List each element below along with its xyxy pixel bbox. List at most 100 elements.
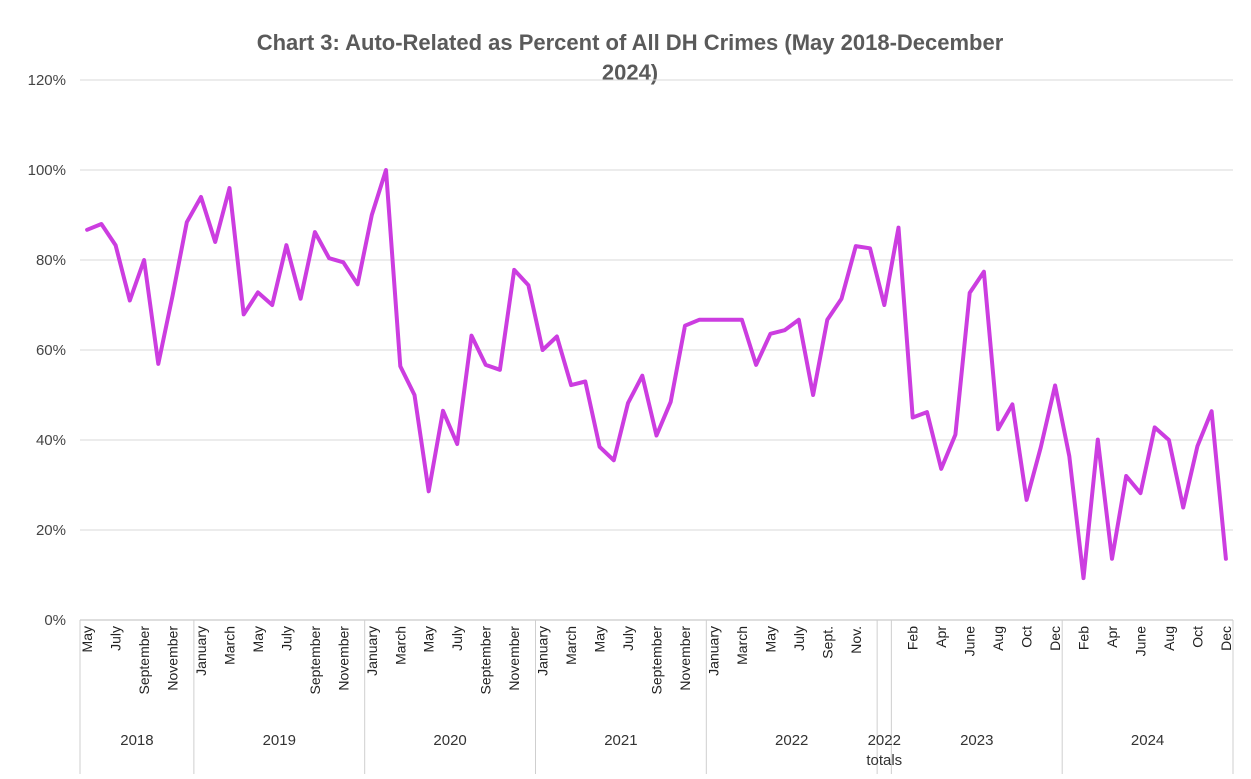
data-point — [114, 243, 118, 247]
data-point — [284, 243, 288, 247]
data-point — [128, 299, 132, 303]
data-point — [669, 400, 673, 404]
x-axis: May July September November January March May J… — [79, 620, 1234, 774]
data-point — [968, 291, 972, 295]
data-point — [783, 328, 787, 332]
x-tick-label: May — [592, 626, 608, 652]
data-point — [213, 240, 217, 244]
data-point — [1039, 445, 1043, 449]
data-point — [85, 228, 89, 232]
data-point — [256, 290, 260, 294]
data-point — [171, 294, 175, 298]
x-tick-label: Aug — [990, 626, 1006, 651]
y-tick-label: 120% — [28, 72, 66, 89]
data-point — [1010, 402, 1014, 406]
data-point — [1025, 498, 1029, 502]
data-point — [1195, 444, 1199, 448]
data-point — [868, 246, 872, 250]
data-point — [825, 318, 829, 322]
series-line — [85, 168, 1228, 581]
x-tick-label: September — [307, 626, 323, 695]
data-point — [270, 303, 274, 307]
data-point — [99, 222, 103, 226]
x-tick-label: May — [762, 626, 778, 652]
x-tick-label: September — [649, 626, 665, 695]
data-point — [299, 297, 303, 301]
year-sublabel: totals — [866, 752, 902, 769]
data-point — [655, 434, 659, 438]
x-tick-label: Sept. — [819, 626, 835, 659]
data-point — [882, 303, 886, 307]
y-tick-label: 40% — [36, 432, 66, 449]
x-tick-label: July — [449, 626, 465, 651]
data-point — [469, 334, 473, 338]
year-label: 2022 — [775, 732, 808, 749]
data-point — [512, 268, 516, 272]
data-point — [569, 383, 573, 387]
x-tick-label: January — [535, 626, 551, 676]
y-tick-label: 100% — [28, 162, 66, 179]
data-point — [1210, 409, 1214, 413]
data-point — [1124, 474, 1128, 478]
gridlines — [80, 79, 1233, 621]
data-point — [1110, 557, 1114, 561]
data-point — [726, 318, 730, 322]
data-point — [1053, 384, 1057, 388]
x-tick-label: June — [1132, 626, 1148, 657]
data-point — [797, 318, 801, 322]
x-tick-label: Oct — [1019, 626, 1035, 648]
data-point — [583, 380, 587, 384]
chart-title-line-2: 2024) — [602, 60, 658, 85]
data-point — [768, 332, 772, 336]
data-point — [982, 270, 986, 274]
x-tick-label: July — [278, 626, 294, 651]
data-point — [911, 416, 915, 420]
data-point — [598, 445, 602, 449]
data-point — [896, 226, 900, 230]
data-point — [413, 393, 417, 397]
data-point — [1181, 506, 1185, 510]
x-tick-label: January — [364, 626, 380, 676]
x-tick-label: November — [335, 626, 351, 691]
data-point — [484, 363, 488, 367]
x-tick-label: July — [620, 626, 636, 651]
data-point — [1138, 491, 1142, 495]
y-tick-label: 20% — [36, 522, 66, 539]
data-point — [555, 335, 559, 339]
x-tick-label: Nov. — [848, 626, 864, 654]
data-point — [925, 410, 929, 414]
data-point — [227, 186, 231, 190]
data-point — [1082, 576, 1086, 580]
data-point — [427, 489, 431, 493]
year-label: 2021 — [604, 732, 637, 749]
data-point — [683, 324, 687, 328]
data-point — [199, 195, 203, 199]
x-tick-label: March — [392, 626, 408, 665]
data-point — [640, 374, 644, 378]
x-tick-label: July — [108, 626, 124, 651]
data-point — [1067, 454, 1071, 458]
x-tick-label: Feb — [905, 626, 921, 650]
x-tick-label: September — [478, 626, 494, 695]
data-point — [541, 348, 545, 352]
data-point — [953, 433, 957, 437]
x-tick-label: Feb — [1076, 626, 1092, 650]
data-point — [754, 363, 758, 367]
year-label: 2018 — [120, 732, 153, 749]
data-point — [811, 393, 815, 397]
data-point — [612, 458, 616, 462]
x-tick-label: March — [221, 626, 237, 665]
x-tick-label: Apr — [933, 626, 949, 648]
x-tick-label: Dec — [1047, 626, 1063, 651]
year-label: 2020 — [433, 732, 466, 749]
x-tick-label: May — [79, 626, 95, 652]
x-tick-label: September — [136, 626, 152, 695]
y-tick-label: 80% — [36, 252, 66, 269]
x-tick-label: May — [250, 626, 266, 652]
data-point — [626, 401, 630, 405]
data-point — [697, 318, 701, 322]
data-point — [854, 244, 858, 248]
data-point — [441, 409, 445, 413]
